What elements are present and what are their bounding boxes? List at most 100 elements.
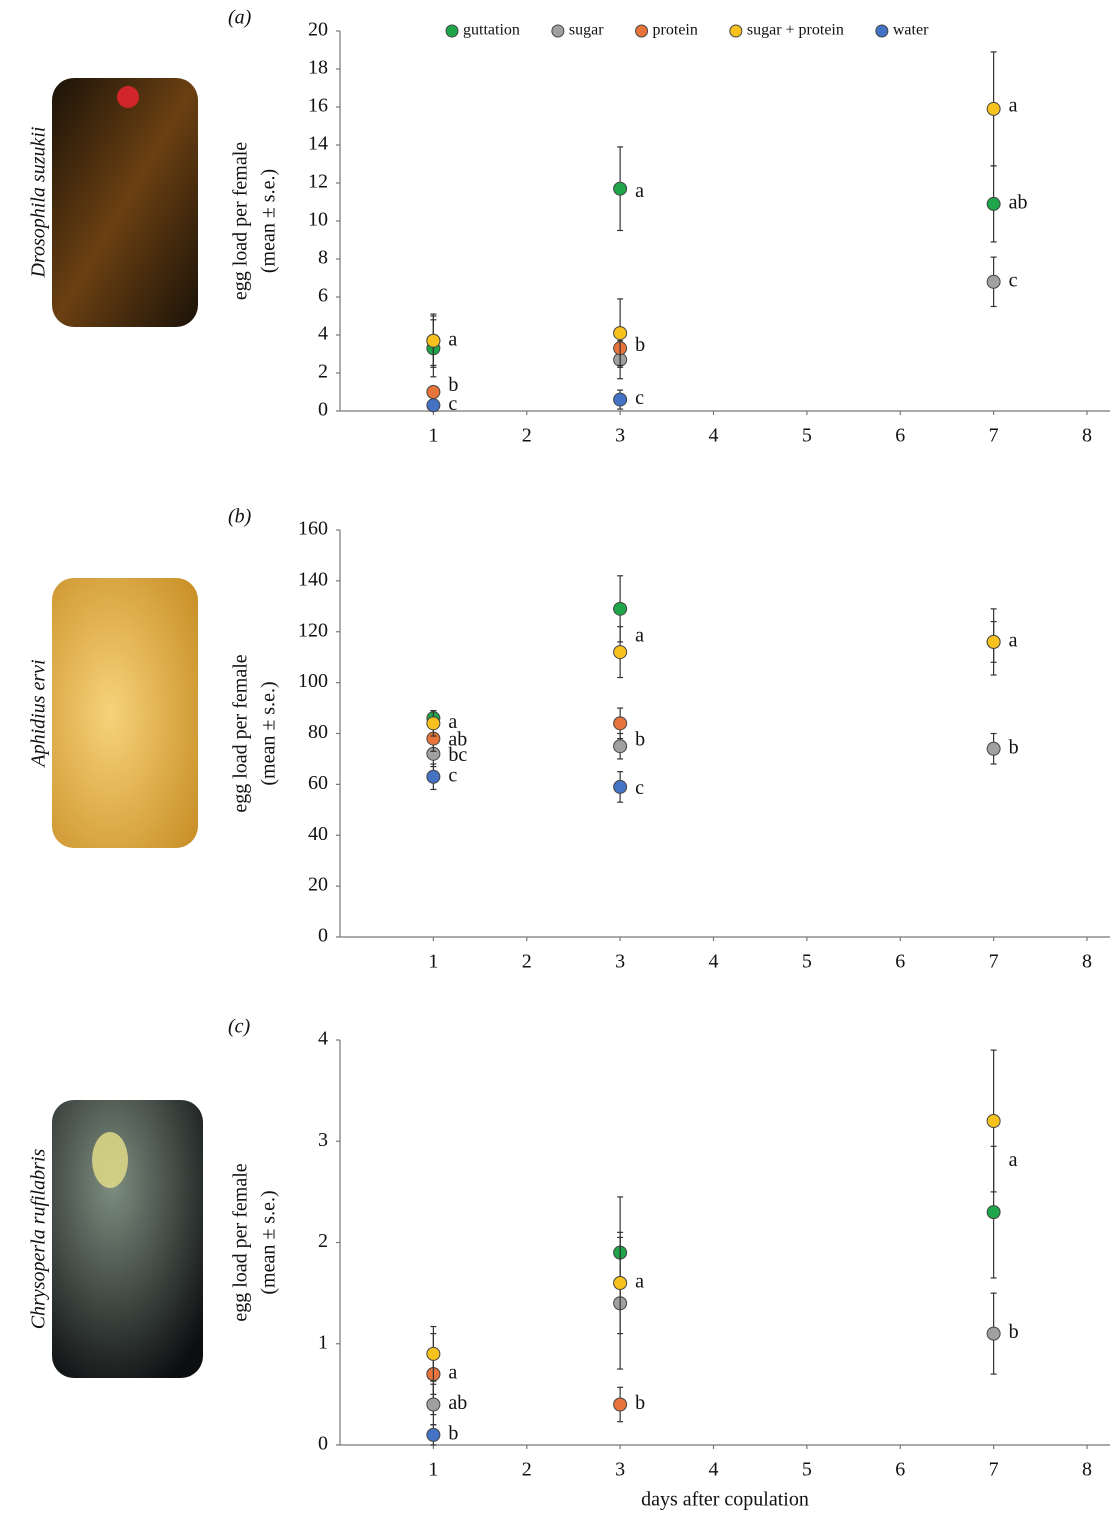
legend-label: water	[893, 22, 929, 39]
x-tick-label: 5	[802, 951, 812, 973]
point	[426, 385, 441, 399]
y-axis-label-note: (mean ± s.e.)	[258, 681, 280, 785]
x-tick-label: 2	[522, 951, 532, 973]
significance-letter: a	[635, 180, 644, 202]
x-tick-label: 5	[802, 1459, 812, 1481]
point	[426, 716, 441, 731]
y-tick-label: 18	[308, 57, 328, 79]
significance-letter: b	[448, 374, 458, 396]
y-tick-label: 2	[318, 1230, 328, 1252]
x-tick-label: 4	[709, 425, 719, 447]
y-axis-label: egg load per female	[230, 654, 252, 812]
significance-letter: a	[448, 328, 457, 350]
significance-letter: a	[1009, 1149, 1018, 1171]
point	[613, 1276, 628, 1290]
point	[613, 779, 628, 794]
point	[613, 326, 628, 341]
point	[986, 634, 1001, 649]
y-tick-label: 0	[318, 399, 328, 421]
x-tick-label: 6	[895, 425, 905, 447]
y-tick-label: 40	[308, 823, 328, 845]
x-tick-label: 6	[895, 951, 905, 973]
species-name: Aphidius ervi	[28, 659, 50, 768]
x-tick-label: 7	[989, 951, 999, 973]
point	[426, 1427, 441, 1442]
point	[986, 274, 1001, 289]
significance-letter: a	[635, 624, 644, 646]
point	[613, 645, 628, 660]
x-tick-label: 2	[522, 425, 532, 447]
point	[613, 1397, 628, 1412]
x-tick-label: 3	[615, 425, 625, 447]
x-tick-label: 1	[428, 425, 438, 447]
point	[986, 1326, 1001, 1341]
point	[613, 181, 628, 196]
legend-marker	[551, 24, 565, 38]
y-tick-label: 2	[318, 361, 328, 383]
legend-marker	[875, 24, 889, 38]
legend-marker	[729, 24, 743, 38]
y-tick-label: 100	[298, 670, 328, 692]
y-axis-label-note: (mean ± s.e.)	[258, 1190, 280, 1294]
significance-letter: b	[1009, 1321, 1019, 1343]
significance-letter: b	[635, 1392, 645, 1414]
photo	[52, 1100, 203, 1378]
y-axis-label: egg load per female	[230, 142, 252, 300]
y-tick-label: 120	[298, 619, 328, 641]
x-axis-label: days after copulation	[641, 1489, 809, 1511]
significance-letter: a	[448, 1362, 457, 1384]
point	[986, 196, 1001, 211]
point	[426, 769, 441, 784]
point	[426, 1397, 441, 1412]
x-tick-label: 3	[615, 1459, 625, 1481]
significance-letter: c	[635, 387, 644, 409]
x-tick-label: 4	[709, 951, 719, 973]
y-tick-label: 3	[318, 1129, 328, 1151]
y-tick-label: 10	[308, 209, 328, 231]
y-tick-label: 1	[318, 1331, 328, 1353]
y-tick-label: 16	[308, 95, 328, 117]
point	[986, 1114, 1001, 1128]
photo-detail	[117, 86, 139, 108]
y-tick-label: 140	[298, 568, 328, 590]
y-tick-label: 12	[308, 171, 328, 193]
y-tick-label: 0	[318, 1433, 328, 1455]
photo	[52, 78, 198, 327]
legend-label: protein	[653, 22, 698, 39]
y-tick-label: 4	[318, 323, 328, 345]
legend-label: guttation	[463, 22, 520, 39]
significance-letter: bc	[448, 744, 467, 766]
x-tick-label: 8	[1082, 425, 1092, 447]
species-name: Chrysoperla rufilabris	[28, 1148, 50, 1329]
y-tick-label: 6	[318, 285, 328, 307]
y-tick-label: 8	[318, 247, 328, 269]
species-name: Drosophila suzukii	[28, 127, 50, 279]
point	[613, 716, 628, 731]
x-tick-label: 7	[989, 1459, 999, 1481]
point	[613, 739, 628, 754]
significance-letter: b	[635, 729, 645, 751]
y-axis-label-note: (mean ± s.e.)	[258, 169, 280, 273]
panel-label: (b)	[228, 506, 252, 528]
point	[986, 741, 1001, 756]
significance-letter: c	[1009, 269, 1018, 291]
y-tick-label: 20	[308, 874, 328, 896]
y-tick-label: 80	[308, 721, 328, 743]
significance-letter: a	[1009, 95, 1018, 117]
significance-letter: b	[448, 1422, 458, 1444]
x-tick-label: 5	[802, 425, 812, 447]
significance-letter: ab	[448, 729, 467, 751]
point	[426, 333, 441, 348]
significance-letter: b	[1009, 736, 1019, 758]
point	[613, 392, 628, 407]
x-tick-label: 6	[895, 1459, 905, 1481]
x-tick-label: 2	[522, 1459, 532, 1481]
y-tick-label: 0	[318, 925, 328, 947]
significance-letter: a	[635, 1271, 644, 1293]
significance-letter: c	[448, 393, 457, 415]
y-axis-label: egg load per female	[230, 1163, 252, 1321]
panel-label: (a)	[228, 7, 252, 29]
significance-letter: c	[448, 764, 457, 786]
